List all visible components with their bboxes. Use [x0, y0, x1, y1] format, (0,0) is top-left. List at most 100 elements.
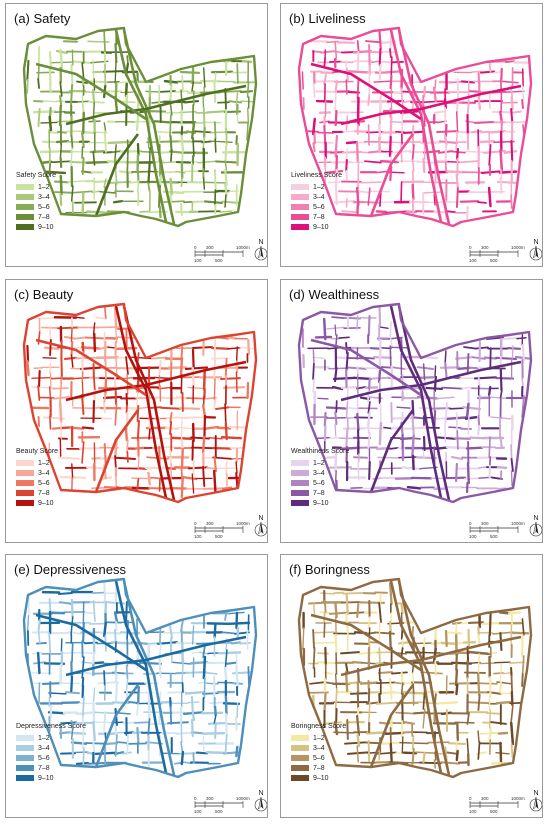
street-segment — [400, 87, 404, 103]
legend-swatch — [291, 470, 309, 476]
legend-label: 3–4 — [38, 469, 50, 477]
street-segment — [488, 61, 492, 73]
street-segment — [70, 354, 74, 368]
street-segment — [48, 115, 53, 132]
street-segment — [73, 336, 87, 340]
legend-item: 3–4 — [291, 468, 349, 478]
legend-swatch — [16, 214, 34, 220]
legend-label: 9–10 — [313, 774, 329, 782]
street-segment — [48, 131, 59, 134]
street-segment — [438, 140, 459, 144]
street-segment — [510, 108, 514, 123]
street-segment — [486, 712, 501, 715]
street-segment — [92, 322, 96, 335]
street-segment — [377, 690, 397, 695]
street-segment — [58, 591, 73, 595]
street-segment — [454, 355, 475, 360]
street-segment — [207, 652, 220, 655]
street-segment — [75, 711, 97, 716]
street-segment — [191, 81, 195, 92]
street-segment — [488, 612, 492, 637]
legend-item: 5–6 — [16, 753, 86, 763]
street-segment — [331, 385, 344, 391]
arterial-road — [35, 62, 147, 121]
legend-label: 1–2 — [38, 459, 50, 467]
street-segment — [81, 62, 85, 79]
street-segment — [41, 682, 62, 685]
street-segment — [198, 681, 208, 684]
legend-label: 3–4 — [313, 469, 325, 477]
street-segment — [345, 67, 349, 82]
legend-label: 1–2 — [313, 734, 325, 742]
street-segment — [74, 721, 95, 725]
street-segment — [79, 366, 103, 370]
street-segment — [102, 621, 108, 638]
street-segment — [114, 734, 118, 757]
street-segment — [499, 148, 504, 172]
arterial-road — [94, 684, 140, 768]
street-segment — [183, 200, 194, 204]
street-segment — [224, 611, 228, 621]
street-segment — [92, 720, 96, 742]
street-segment — [404, 366, 419, 370]
street-segment — [103, 130, 107, 153]
scale-label: 0 — [469, 521, 472, 526]
street-segment — [423, 85, 427, 98]
district-boundary — [297, 302, 533, 504]
street-segment — [378, 48, 382, 66]
street-segment — [103, 582, 107, 603]
street-segment — [346, 719, 349, 740]
street-segment — [400, 143, 403, 163]
street-segment — [488, 456, 492, 467]
scale-label: 0 — [194, 521, 197, 526]
street-segment — [334, 134, 339, 158]
legend-swatch — [16, 460, 34, 466]
street-segment — [388, 620, 392, 634]
street-segment — [60, 721, 77, 725]
street-segment — [371, 60, 381, 64]
legend-item: 5–6 — [291, 202, 342, 212]
street-segment — [114, 723, 118, 737]
street-segment — [489, 396, 508, 400]
street-segment — [181, 661, 184, 684]
street-segment — [379, 159, 400, 164]
street-segment — [395, 130, 405, 134]
street-segment — [202, 655, 207, 680]
street-segment — [104, 592, 116, 595]
street-segment — [81, 728, 85, 749]
street-segment — [334, 356, 350, 360]
legend-swatch — [291, 194, 309, 200]
street-segment — [224, 421, 228, 441]
street-segment — [375, 170, 389, 174]
street-segment — [356, 733, 361, 748]
street-segment — [505, 60, 515, 64]
street-segment — [180, 346, 184, 359]
street-segment — [389, 678, 393, 700]
street-segment — [345, 352, 349, 371]
street-segment — [126, 734, 129, 755]
street-segment — [220, 200, 240, 204]
street-segment — [239, 90, 254, 94]
street-segment — [163, 200, 185, 203]
street-segment — [378, 30, 382, 51]
street-segment — [412, 711, 430, 715]
street-segment — [470, 130, 483, 134]
street-segment — [202, 121, 222, 124]
street-segment — [334, 448, 338, 473]
street-segment — [224, 712, 228, 737]
street-segment — [345, 79, 348, 95]
street-segment — [402, 90, 415, 94]
street-segment — [334, 90, 337, 112]
street-segment — [48, 51, 52, 70]
arterial-road — [65, 635, 247, 677]
street-segment — [180, 477, 184, 499]
street-segment — [213, 169, 217, 191]
legend-label: 9–10 — [38, 774, 54, 782]
street-segment — [180, 620, 184, 632]
street-segment — [466, 101, 470, 116]
street-segment — [400, 181, 403, 204]
street-segment — [455, 131, 458, 150]
district-boundary — [297, 577, 533, 779]
street-segment — [432, 647, 437, 663]
panel-title: (e) Depressiveness — [14, 562, 126, 577]
